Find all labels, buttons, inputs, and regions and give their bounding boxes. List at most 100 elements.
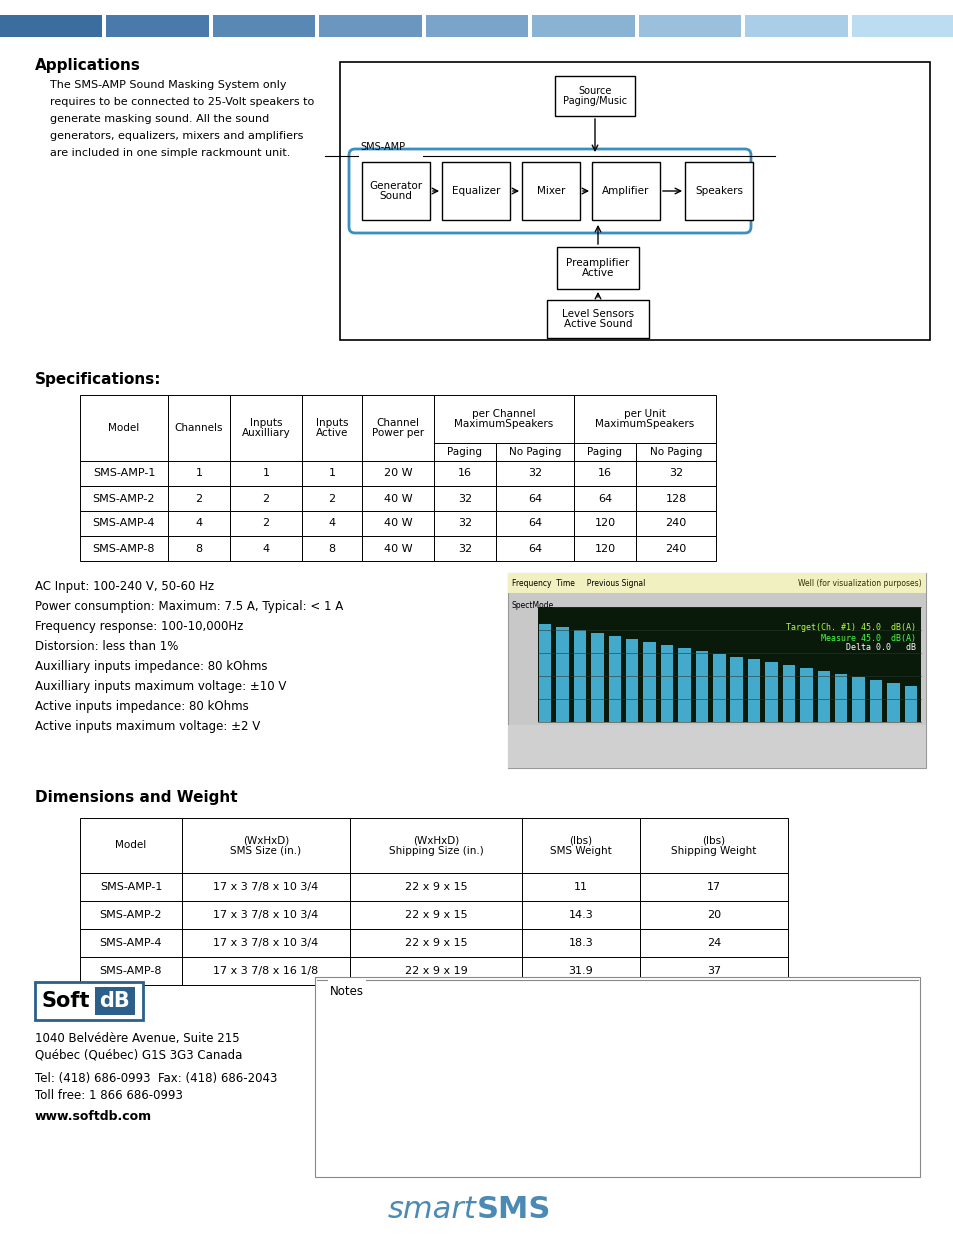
Bar [800, 668, 812, 722]
Text: Model: Model [109, 424, 139, 433]
Bar [230, 536, 302, 561]
Text: Soft: Soft [42, 990, 91, 1011]
Text: Active inputs maximum voltage: ±2 V: Active inputs maximum voltage: ±2 V [35, 720, 260, 734]
Bar [592, 162, 659, 220]
Bar [636, 443, 716, 461]
Bar [350, 902, 521, 929]
Text: Paging: Paging [447, 447, 482, 457]
Bar [817, 671, 829, 722]
Text: Active inputs impedance: 80 kOhms: Active inputs impedance: 80 kOhms [35, 700, 249, 713]
Bar [182, 873, 350, 902]
Text: Mixer: Mixer [537, 186, 564, 196]
Bar [80, 487, 168, 511]
Text: 17 x 3 7/8 x 10 3/4: 17 x 3 7/8 x 10 3/4 [213, 939, 318, 948]
Bar [80, 929, 182, 957]
Text: Channels: Channels [174, 424, 223, 433]
Text: 32: 32 [457, 494, 472, 504]
Text: Auxilliary inputs maximum voltage: ±10 V: Auxilliary inputs maximum voltage: ±10 V [35, 680, 286, 693]
Bar [851, 15, 953, 37]
Bar [230, 511, 302, 536]
Text: SMS Weight: SMS Weight [550, 846, 611, 856]
Text: MaximumSpeakers: MaximumSpeakers [595, 419, 694, 430]
Bar [230, 461, 302, 487]
Text: MaximumSpeakers: MaximumSpeakers [454, 419, 553, 430]
Text: Dimensions and Weight: Dimensions and Weight [35, 790, 237, 805]
Bar [80, 873, 182, 902]
Bar [639, 929, 787, 957]
Bar [903, 685, 916, 722]
Text: Auxilliary inputs impedance: 80 kOhms: Auxilliary inputs impedance: 80 kOhms [35, 659, 267, 673]
Bar [434, 511, 496, 536]
Bar [834, 674, 846, 722]
Bar [350, 873, 521, 902]
Bar [764, 662, 777, 722]
Bar [574, 487, 636, 511]
Text: 16: 16 [457, 468, 472, 478]
Text: Specifications:: Specifications: [35, 372, 161, 387]
Bar [712, 653, 725, 722]
Bar [314, 977, 919, 1177]
Bar [434, 487, 496, 511]
Bar [507, 573, 925, 593]
Bar [639, 957, 787, 986]
Bar [80, 461, 168, 487]
Bar [350, 818, 521, 873]
Text: Generator: Generator [369, 180, 422, 190]
Bar [350, 957, 521, 986]
Bar [638, 15, 740, 37]
Text: SMS-AMP-4: SMS-AMP-4 [92, 519, 155, 529]
Bar [851, 677, 863, 722]
Text: Frequency response: 100-10,000Hz: Frequency response: 100-10,000Hz [35, 620, 243, 634]
Bar [636, 511, 716, 536]
Bar [869, 680, 882, 722]
Bar [537, 606, 920, 722]
Text: 1: 1 [328, 468, 335, 478]
Bar [230, 487, 302, 511]
Bar [213, 15, 315, 37]
Bar [35, 982, 143, 1020]
Text: 16: 16 [598, 468, 612, 478]
Text: Active Sound: Active Sound [563, 320, 632, 330]
Text: The SMS-AMP Sound Masking System only: The SMS-AMP Sound Masking System only [50, 80, 286, 90]
Bar [730, 657, 742, 722]
Bar [80, 511, 168, 536]
Bar [168, 511, 230, 536]
Text: SMS-AMP-8: SMS-AMP-8 [92, 543, 155, 553]
Text: SMS Size (in.): SMS Size (in.) [231, 846, 301, 856]
Text: Applications: Applications [35, 58, 141, 73]
Text: 40 W: 40 W [383, 543, 412, 553]
Text: 22 x 9 x 15: 22 x 9 x 15 [404, 939, 467, 948]
Text: 4: 4 [328, 519, 335, 529]
Text: 120: 120 [594, 519, 615, 529]
Text: SMS-AMP-4: SMS-AMP-4 [100, 939, 162, 948]
Text: 24: 24 [706, 939, 720, 948]
Text: 18.3: 18.3 [568, 939, 593, 948]
Bar [95, 987, 135, 1015]
Text: 64: 64 [598, 494, 612, 504]
Text: 4: 4 [262, 543, 270, 553]
Text: 1040 Belvédère Avenue, Suite 215: 1040 Belvédère Avenue, Suite 215 [35, 1032, 239, 1045]
Text: Measure 45.0  dB(A): Measure 45.0 dB(A) [821, 634, 915, 642]
Bar [521, 902, 639, 929]
Bar [781, 666, 795, 722]
Text: Paging/Music: Paging/Music [562, 96, 626, 106]
Bar [521, 929, 639, 957]
Bar [574, 461, 636, 487]
Text: 8: 8 [195, 543, 202, 553]
Text: 240: 240 [664, 519, 686, 529]
Bar [521, 873, 639, 902]
Text: SMS-AMP-1: SMS-AMP-1 [92, 468, 155, 478]
Text: 1: 1 [262, 468, 269, 478]
Bar [168, 536, 230, 561]
Text: (lbs): (lbs) [701, 835, 725, 845]
Text: Delta 0.0   dB: Delta 0.0 dB [845, 643, 915, 652]
Bar [521, 818, 639, 873]
Bar [639, 818, 787, 873]
Bar [521, 957, 639, 986]
Bar [182, 929, 350, 957]
Text: 8: 8 [328, 543, 335, 553]
Text: Level Sensors: Level Sensors [561, 309, 634, 319]
Bar [507, 725, 925, 768]
FancyBboxPatch shape [349, 149, 750, 233]
Bar [574, 511, 636, 536]
